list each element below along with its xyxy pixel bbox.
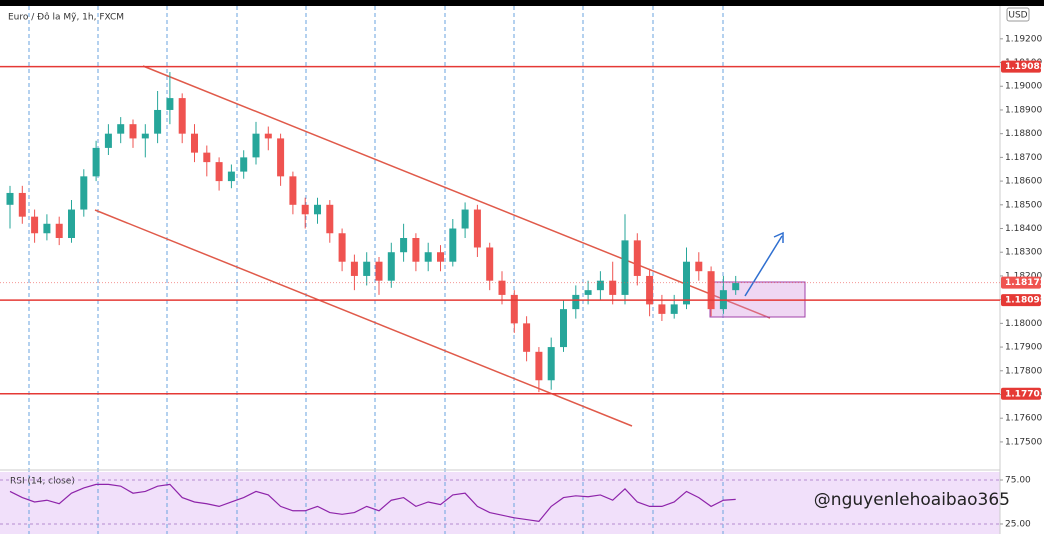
candle-body (473, 209, 481, 248)
candle-body (18, 192, 26, 217)
candle-body (104, 133, 112, 148)
candle-body (68, 209, 75, 238)
watermark: @nguyenlehoaibao365 (814, 490, 1010, 510)
candle-body (264, 133, 272, 139)
candle-body (252, 133, 260, 158)
candle-body (31, 216, 39, 234)
candle-body (658, 304, 666, 314)
candle-body (289, 176, 297, 205)
candle-body (178, 98, 186, 134)
y-tick-label: 1.18000 (1005, 319, 1042, 329)
y-tick-label: 1.19000 (1005, 82, 1042, 92)
y-tick-label: 1.17500 (1005, 437, 1042, 447)
level-label: 1.18098 (1005, 296, 1044, 306)
rsi-line (9, 483, 736, 522)
candle-body (191, 133, 198, 153)
candle-body (80, 176, 88, 210)
y-tick-label: 1.18200 (1005, 271, 1042, 281)
candle-body (695, 261, 703, 272)
candle-body (486, 247, 494, 281)
candle-body (547, 347, 555, 381)
unit-label: USD (1008, 11, 1027, 21)
candle-body (154, 109, 162, 134)
candle-body (203, 152, 211, 163)
candle-body (437, 252, 444, 262)
level-box (1001, 294, 1041, 307)
candle-body (375, 261, 383, 281)
candle-body (670, 304, 678, 314)
level-label: 1.19083 (1005, 62, 1044, 72)
y-tick-label: 1.18300 (1005, 248, 1042, 258)
candle-body (117, 124, 125, 134)
unit-box (1006, 7, 1030, 22)
arrow (744, 231, 784, 297)
y-tick-label: 1.18700 (1005, 153, 1042, 163)
level-box (1001, 387, 1041, 400)
candle-body (240, 157, 248, 172)
candle-body (6, 192, 14, 205)
candle-body (572, 294, 580, 310)
candle-body (363, 261, 371, 276)
candle-body (387, 252, 395, 281)
level-box (1001, 60, 1041, 73)
y-tick-label: 1.17600 (1005, 414, 1042, 424)
candle-body (633, 240, 641, 276)
candle-body (400, 238, 408, 253)
candle-body (424, 252, 432, 262)
rsi-title: RSI (14, close) (10, 477, 75, 487)
channel-upper (142, 65, 771, 319)
candle-body (326, 204, 334, 234)
candle-body (560, 309, 567, 348)
level-label: 1.17703 (1005, 389, 1044, 399)
candle-body (129, 124, 137, 139)
y-tick-label: 1.18600 (1005, 177, 1042, 187)
last-price-label: 1.18172 (1005, 278, 1044, 288)
candle-body (166, 98, 174, 110)
candle-body (277, 138, 285, 177)
candle-body (683, 261, 690, 305)
y-tick-label: 25.00 (1005, 519, 1031, 529)
candle-body (510, 294, 518, 324)
candle-body (523, 323, 531, 352)
candle-body (55, 223, 63, 238)
candle-body (646, 275, 654, 305)
y-tick-label: 1.18800 (1005, 129, 1042, 139)
y-tick-label: 1.18500 (1005, 200, 1042, 210)
candle-body (412, 238, 420, 262)
candle-body (350, 261, 358, 276)
candle-body (301, 204, 309, 215)
y-tick-label: 1.17900 (1005, 343, 1042, 353)
y-tick-label: 1.17800 (1005, 366, 1042, 376)
candle-body (596, 280, 604, 291)
candle-body (43, 223, 51, 234)
candle-body (314, 204, 321, 215)
candle-body (621, 240, 629, 295)
candle-body (707, 271, 715, 310)
y-tick-label: 1.18900 (1005, 105, 1042, 115)
candle-body (584, 290, 592, 295)
candle-body (449, 228, 457, 262)
y-tick-label: 1.18400 (1005, 224, 1042, 234)
channel-lower (94, 209, 633, 427)
candle-body (732, 283, 740, 291)
candle-body (461, 209, 469, 229)
candle-body (535, 351, 543, 381)
chart-title: Euro / Đô la Mỹ, 1h, FXCM (8, 12, 124, 23)
time-grid (28, 6, 724, 534)
y-tick-label: 75.00 (1005, 476, 1031, 486)
candle-body (215, 162, 223, 182)
candle-body (609, 280, 617, 295)
candle-body (141, 133, 149, 139)
candle-body (227, 171, 235, 182)
candle-body (92, 147, 100, 177)
candle-body (338, 233, 346, 262)
y-tick-label: 1.19200 (1005, 34, 1042, 44)
candle-body (498, 280, 506, 295)
top-border (0, 0, 1044, 6)
last-price-box (1001, 276, 1041, 289)
